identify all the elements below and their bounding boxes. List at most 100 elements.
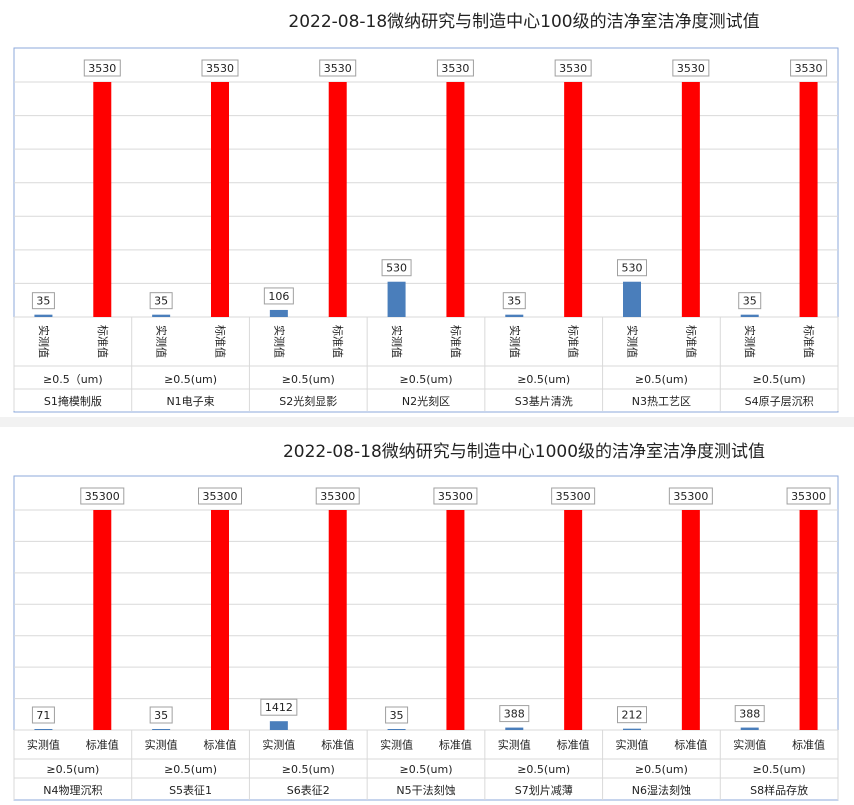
bar-measured [269,721,288,730]
data-label: 35 [154,709,168,722]
series-label-measured: 实测值 [27,738,60,752]
data-label: 35300 [791,490,826,503]
particle-size-label: ≥0.5(um) [282,373,335,386]
series-label-measured: 实测值 [145,738,178,752]
bar-measured [505,314,524,317]
series-label-measured: 实测值 [743,325,757,358]
data-label: 35300 [320,490,355,503]
location-label: S6表征2 [287,783,330,797]
series-label-standard: 标准值 [449,325,463,358]
bar-measured [623,728,641,730]
series-label-measured: 实测值 [380,738,413,752]
bar-standard [681,82,700,317]
chart-title: 2022-08-18微纳研究与制造中心1000级的洁净室洁净度测试值 [283,442,765,462]
bar-standard [328,82,347,317]
location-label: S8样品存放 [750,783,808,797]
data-label-box [385,706,409,724]
particle-size-label: ≥0.5(um) [517,373,570,386]
series-label-measured: 实测值 [262,738,295,752]
particle-size-label: ≥0.5(um) [282,763,335,776]
bar-measured [34,314,53,317]
location-label: S4原子层沉积 [745,395,814,408]
data-label-box [201,59,239,77]
series-label-measured: 实测值 [272,325,286,358]
data-label-box [617,706,647,724]
bar-measured [740,314,759,317]
data-label-box [499,705,530,723]
data-label: 3530 [324,62,352,75]
bar-measured [152,314,171,317]
series-label-standard: 标准值 [792,738,825,752]
particle-size-label: ≥0.5(um) [635,373,688,386]
series-label-standard: 标准值 [321,738,354,752]
bar-standard [564,82,583,317]
particle-size-label: ≥0.5(um) [753,373,806,386]
bar-measured [34,729,53,730]
data-label: 35 [390,709,404,722]
data-label-box [433,487,478,505]
particle-size-label: ≥0.5(um) [164,763,217,776]
location-label: S2光刻显影 [279,394,337,408]
bar-measured [387,281,406,317]
data-label: 1412 [265,701,293,714]
series-label-standard: 标准值 [557,738,590,752]
data-label-box [381,259,412,277]
data-label-box [668,487,713,505]
bar-standard [328,510,347,730]
bar-measured [623,281,641,317]
data-label: 35 [507,295,521,308]
data-label-box [790,59,828,77]
data-label-box [554,59,592,77]
chart-title: 2022-08-18微纳研究与制造中心100级的洁净室洁净度测试值 [288,12,759,32]
series-label-measured: 实测值 [733,738,766,752]
series-label-measured: 实测值 [37,325,51,358]
data-label: 35 [743,295,757,308]
data-label-box [436,59,474,77]
data-label: 3530 [441,62,469,75]
particle-size-label: ≥0.5（um) [43,373,103,386]
location-label: N5干法刻蚀 [396,783,455,797]
data-label-box [617,259,647,277]
particle-size-label: ≥0.5(um) [164,373,217,386]
data-label-box [551,487,596,505]
data-label: 3530 [559,62,587,75]
series-label-measured: 实测值 [508,325,522,358]
data-label: 35300 [438,490,473,503]
data-label-box [319,59,357,77]
location-label: N2光刻区 [402,394,450,408]
bar-measured [740,727,759,730]
data-label-box [149,706,173,724]
data-label: 388 [504,708,525,721]
bar-measured [269,309,288,317]
particle-size-label: ≥0.5(um) [517,763,570,776]
series-label-measured: 实测值 [390,325,404,358]
particle-size-label: ≥0.5(um) [46,763,99,776]
data-label-box [672,59,710,77]
bar-standard [93,510,112,730]
bar-standard [211,82,229,317]
location-label: S3基片清洗 [515,395,573,408]
series-label-measured: 实测值 [616,738,649,752]
series-label-standard: 标准值 [86,738,119,752]
series-label-standard: 标准值 [214,325,228,358]
bar-standard [446,82,465,317]
bar-standard [93,82,112,317]
data-label: 71 [36,709,50,722]
data-label: 3530 [206,62,234,75]
data-label-box [315,487,360,505]
bar-standard [799,510,818,730]
bar-standard [681,510,700,730]
data-label-box [80,487,125,505]
location-label: S5表征1 [169,783,212,797]
data-label-box [738,292,762,310]
data-label: 35300 [85,490,120,503]
series-label-measured: 实测值 [498,738,531,752]
particle-size-label: ≥0.5(um) [753,763,806,776]
data-label: 3530 [795,62,823,75]
series-label-standard: 标准值 [331,325,345,358]
chart-1: 2022-08-18微纳研究与制造中心100级的洁净室洁净度测试值 35 3530 实… [13,12,839,413]
series-label-standard: 标准值 [674,738,707,752]
data-label: 106 [268,290,289,303]
location-label: N3热工艺区 [632,395,691,408]
